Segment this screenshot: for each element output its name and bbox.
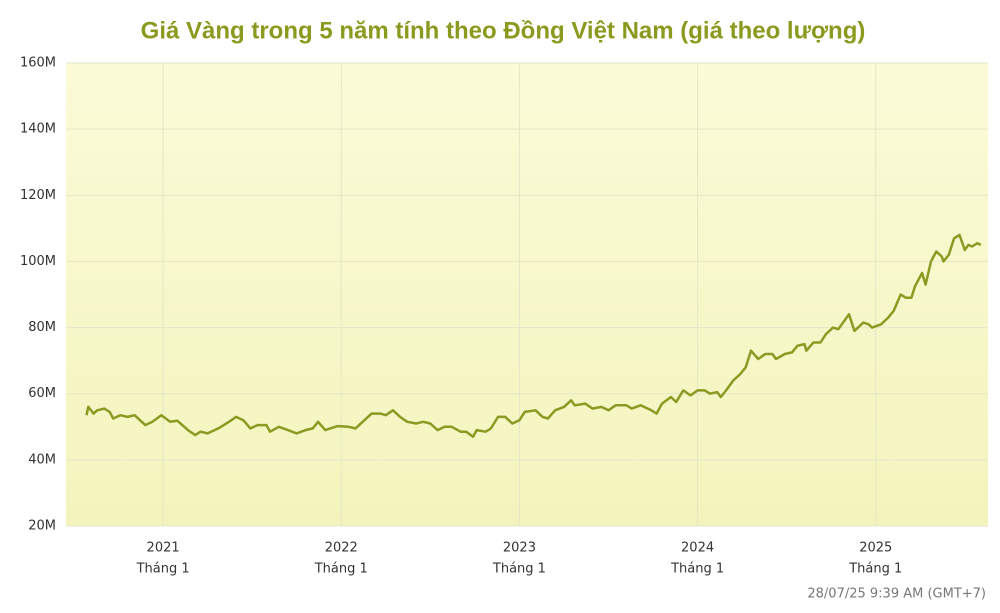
y-tick-label: 40M	[28, 452, 56, 467]
y-tick-label: 140M	[20, 122, 56, 137]
x-tick-sublabel: Tháng 1	[670, 562, 724, 577]
y-tick-label: 120M	[20, 188, 56, 203]
y-tick-label: 100M	[20, 254, 56, 269]
x-tick-sublabel: Tháng 1	[314, 562, 368, 577]
y-tick-label: 160M	[20, 56, 56, 71]
y-tick-label: 60M	[28, 386, 56, 401]
footnote: 28/07/25 9:39 AM (GMT+7)	[807, 587, 986, 602]
price-line	[85, 233, 982, 438]
x-tick-label: 2025	[859, 541, 892, 556]
x-tick-label: 2021	[147, 541, 180, 556]
chart-title: Giá Vàng trong 5 năm tính theo Đồng Việt…	[141, 17, 866, 44]
plot-area	[66, 63, 988, 526]
y-tick-label: 80M	[28, 320, 56, 335]
x-tick-sublabel: Tháng 1	[136, 562, 190, 577]
x-tick-sublabel: Tháng 1	[848, 562, 902, 577]
x-tick-sublabel: Tháng 1	[492, 562, 546, 577]
x-tick-label: 2024	[681, 541, 714, 556]
x-tick-label: 2022	[325, 541, 358, 556]
y-tick-label: 20M	[28, 519, 56, 534]
x-tick-label: 2023	[503, 541, 536, 556]
